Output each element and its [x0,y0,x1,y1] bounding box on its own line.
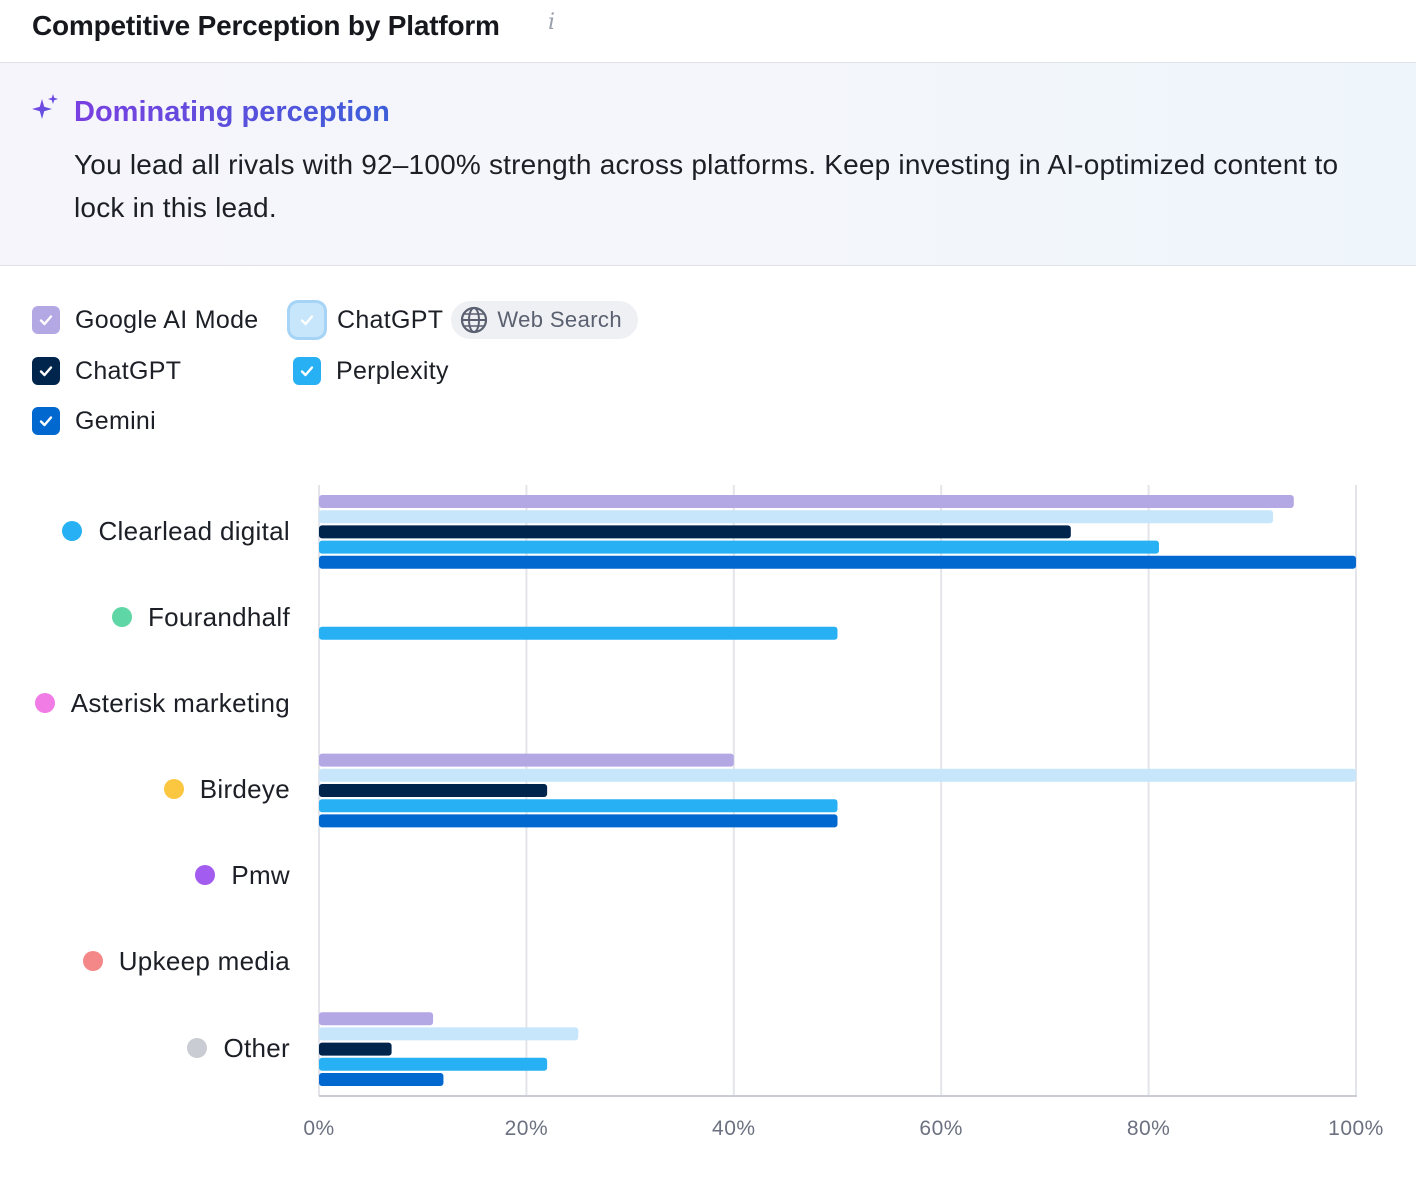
bar [319,1027,579,1041]
category-dot [195,865,216,885]
legend-item-chatgpt[interactable]: ChatGPT [32,354,181,388]
category-label-pmw: Pmw [195,857,290,893]
category-label-clearlead-digital: Clearlead digital [62,513,290,549]
category-label: Other [223,1032,290,1063]
checkbox-checked-icon[interactable] [32,306,60,334]
bar [319,784,548,797]
x-tick-label: 60% [919,1117,963,1140]
category-dot [82,951,103,971]
web-search-label: Web Search [497,307,622,332]
category-label-other: Other [187,1030,290,1066]
x-tick-label: 80% [1127,1117,1171,1140]
bar [319,814,838,828]
category-label-birdeye: Birdeye [163,771,290,807]
bar [319,510,1274,524]
card-header: Competitive Perception by Platform i [0,0,1416,63]
insight-title: Dominating perception [74,96,390,128]
legend-label: Google AI Mode [75,305,259,334]
checkbox-checked-icon[interactable] [32,407,60,435]
x-tick-label: 40% [712,1117,756,1140]
bar [319,626,838,640]
category-label: Asterisk marketing [70,687,290,718]
x-tick-label: 20% [505,1117,549,1140]
category-label: Upkeep media [118,945,290,976]
insight-body: You lead all rivals with 92–100% strengt… [74,149,1339,223]
bar [319,540,1159,554]
category-label: Pmw [231,859,290,890]
bar [319,1073,444,1086]
bar [319,753,734,767]
legend-item-google-ai-mode[interactable]: Google AI Mode [32,303,259,337]
category-label-fourandhalf: Fourandhalf [111,599,290,635]
globe-icon [461,306,488,334]
web-search-chip: Web Search [451,301,638,339]
bar [319,495,1294,508]
category-dot [62,521,83,541]
category-label-upkeep-media: Upkeep media [82,943,290,979]
category-dot [187,1038,208,1058]
legend-item-perplexity[interactable]: Perplexity [293,354,449,388]
info-icon[interactable]: i [548,10,556,35]
bar [319,768,1356,782]
legend-label: ChatGPT [337,305,444,334]
insight-banner: Dominating perception You lead all rival… [0,63,1416,266]
checkbox-checked-icon[interactable] [293,357,321,385]
card-title: Competitive Perception by Platform [32,10,500,41]
bar [319,1042,392,1056]
category-label: Fourandhalf [147,601,290,632]
legend-item-gemini[interactable]: Gemini [32,404,156,438]
legend-item-chatgpt-web-search[interactable]: ChatGPT Web Search [290,301,638,339]
checkbox-checked-icon[interactable] [32,357,60,385]
category-label: Clearlead digital [98,515,290,546]
bar [319,525,1071,539]
legend-label: Gemini [75,406,156,435]
checkbox-checked-icon[interactable] [290,303,324,337]
category-dot [163,779,184,799]
category-label-asterisk-marketing: Asterisk marketing [34,685,290,721]
x-tick-label: 100% [1328,1117,1384,1140]
category-dot [111,607,132,627]
bar [319,1012,434,1026]
sparkle-icon [32,94,58,119]
category-dot [34,693,55,713]
legend-label: ChatGPT [75,356,182,385]
category-label: Birdeye [199,773,290,804]
x-tick-label: 0% [303,1117,334,1140]
bar [319,799,838,813]
legend-label: Perplexity [336,356,449,385]
bar [319,555,1356,569]
bar [319,1057,548,1071]
